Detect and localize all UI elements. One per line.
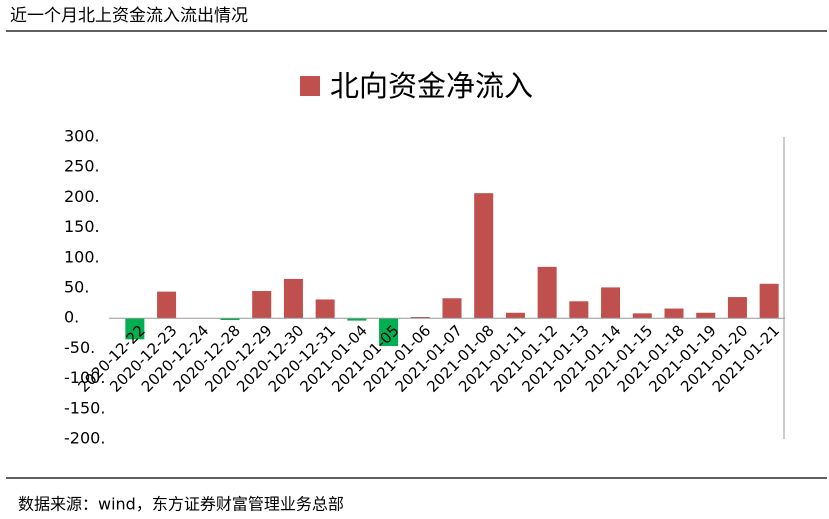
bar: [632, 313, 652, 319]
bar: [537, 266, 557, 319]
legend-label: 北向资金净流入: [330, 69, 533, 103]
bar: [442, 298, 462, 319]
y-tick-label: 300.: [64, 127, 100, 146]
bar: [410, 316, 430, 319]
y-tick-label: 200.: [64, 187, 100, 206]
bar: [157, 291, 177, 319]
bar: [220, 318, 240, 321]
header-title: 近一个月北上资金流入流出情况: [10, 6, 248, 26]
bar: [315, 299, 335, 319]
y-tick-label: -150.: [64, 398, 105, 417]
bar: [601, 287, 621, 319]
y-tick-label: -100.: [64, 368, 105, 387]
bar: [727, 297, 747, 319]
y-tick-label: 250.: [64, 157, 100, 176]
y-tick-label: -200.: [64, 429, 105, 448]
y-tick-label: 150.: [64, 217, 100, 236]
bar: [696, 312, 716, 319]
bar: [759, 283, 779, 319]
bar: [474, 193, 494, 319]
bar: [379, 318, 399, 346]
bar: [283, 278, 303, 319]
y-tick-label: 0.: [64, 308, 79, 327]
bar: [664, 308, 684, 319]
y-tick-label: 50.: [64, 278, 89, 297]
bar: [569, 301, 589, 319]
bar: [125, 318, 145, 340]
y-tick-label: -50.: [64, 338, 95, 357]
bar: [505, 312, 525, 319]
y-tick-label: 100.: [64, 247, 100, 266]
bar: [252, 291, 272, 319]
legend-swatch: [300, 76, 320, 96]
bar: [347, 318, 367, 321]
footer-source: 数据来源：wind，东方证券财富管理业务总部: [18, 495, 344, 514]
